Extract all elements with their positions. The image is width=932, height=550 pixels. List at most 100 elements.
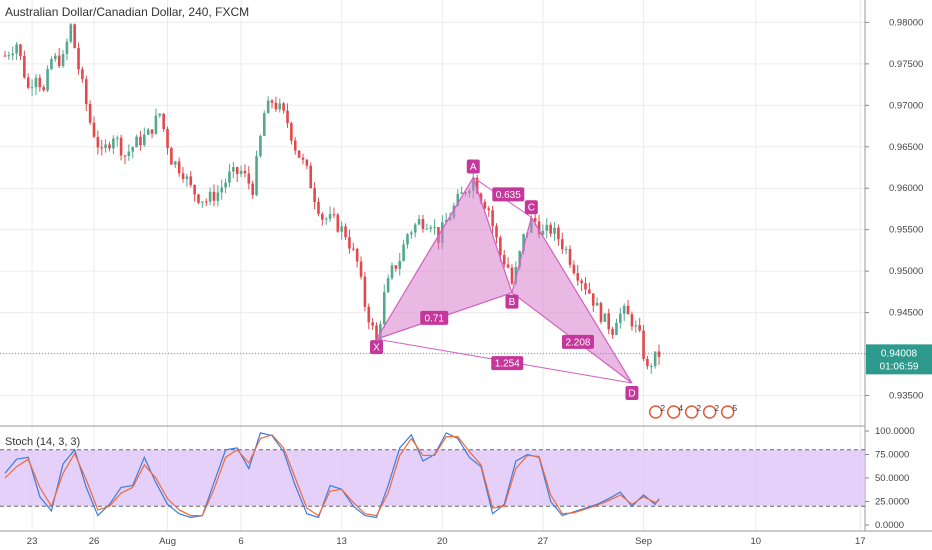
candle-body [127,151,131,156]
candle-body [193,184,196,195]
candle-body [104,144,107,149]
candle-body [568,249,572,265]
ratio-bd-label-bg [561,334,594,349]
candle-body [394,265,398,269]
candle-body [119,137,123,156]
candle-body [572,264,576,274]
point-a-label-bg [466,159,480,174]
time-tick-label: 20 [437,536,448,547]
point-d-label: D [628,389,635,400]
time-tick-label: 27 [538,536,549,547]
candle-body [30,87,34,89]
candle-body [352,248,355,250]
stoch-band [0,449,865,507]
candle-body [96,136,100,148]
candle-body [390,265,394,279]
candle-body [402,244,405,261]
candle-body [595,302,599,306]
candle-body [355,248,359,262]
candle-body [92,122,96,137]
candle-body [588,289,591,294]
event-count: 4 [679,404,684,413]
candle-body [560,239,564,250]
ratio-xd-label-bg [491,356,524,371]
candle-body [38,77,42,88]
candle-body [591,293,595,306]
candle-body [208,191,212,202]
candle-body [444,220,448,223]
stoch-tick-label: 25.0000 [875,497,909,508]
candle-body [564,249,568,251]
candle-body [297,150,301,158]
candle-body [81,69,84,80]
candle-body [348,237,351,249]
price-tick-label: 0.96000 [889,183,923,194]
point-x-label: X [373,343,380,354]
candle-body [495,226,498,238]
candle-body [42,87,45,91]
candle-body [417,218,421,225]
candle-body [11,53,15,56]
candle-body [317,202,320,214]
candle-body [84,79,88,105]
candle-body [433,227,436,229]
candle-body [123,155,127,157]
point-c-label-bg [524,200,538,215]
candle-body [166,128,169,149]
candle-body [177,161,181,174]
candle-body [251,183,254,195]
candle-body [235,167,239,174]
candle-body [619,313,622,323]
candle-body [162,113,165,129]
candle-body [309,165,313,189]
candle-body [626,305,630,315]
candle-body [100,147,104,149]
candle-body [139,136,142,146]
candle-body [158,113,162,116]
candle-body [69,24,73,42]
candle-body [243,170,247,174]
event-count: 5 [733,404,738,413]
candle-body [305,159,309,166]
candle-body [115,137,119,139]
candle-body [274,102,278,110]
price-tick-label: 0.94500 [889,308,923,319]
stoch-k-line [4,432,660,519]
countdown-label: 01:06:59 [880,361,919,372]
candle-body [406,234,409,245]
candle-body [15,44,18,54]
price-tick-label: 0.98000 [889,17,923,28]
candle-body [386,278,390,293]
candle-body [599,302,603,322]
candle-body [646,358,649,367]
candle-body [65,41,69,55]
event-count: 2 [715,404,720,413]
candle-body [553,227,556,234]
candle-body [77,48,80,70]
candle-body [255,156,258,195]
time-tick-label: Sep [635,536,652,547]
candle-body [533,218,537,222]
ratio-ac-label: 0.635 [496,190,521,201]
candle-body [181,173,185,179]
time-tick-label: 13 [336,536,347,547]
candle-body [649,366,653,368]
candle-body [371,322,374,326]
candle-body [154,115,158,134]
ratio-xb-label: 0.71 [425,313,445,324]
candle-body [3,55,7,57]
candle-body [398,260,402,269]
stoch-tick-label: 50.0000 [875,473,909,484]
candle-body [475,177,479,194]
point-d-label-bg [625,386,639,401]
candle-body [290,123,293,141]
candle-body [150,129,154,134]
candle-body [324,218,328,220]
event-icon [666,405,681,419]
candle-body [185,176,189,179]
candle-body [143,134,146,146]
candle-body [653,351,657,367]
price-tick-label: 0.97000 [889,100,923,111]
